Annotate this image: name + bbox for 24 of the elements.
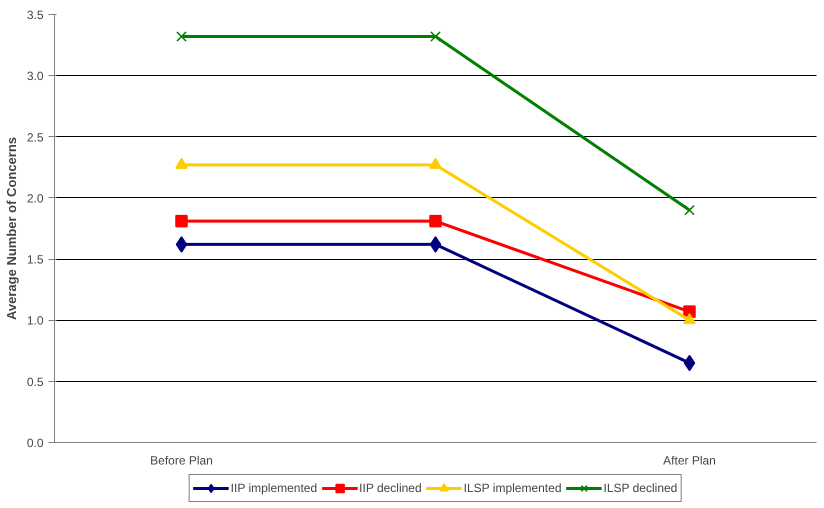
y-tick-label: 2.0 [26,191,44,206]
x-tick-label: Before Plan [150,454,213,468]
point [430,236,442,253]
point [683,313,696,324]
y-tick-label: 0.0 [26,436,44,450]
point [430,31,441,42]
legend-label: ILSP declined [604,481,678,495]
point [684,354,696,372]
y-tick-label: 2.5 [26,130,44,144]
y-tick-label: 1.0 [26,314,44,328]
legend-label: IIP declined [359,481,422,495]
point [176,236,188,253]
x-tick-label: After Plan [663,454,716,468]
legend-label: ILSP implemented [464,481,562,495]
y-tick-label: 3.5 [26,8,44,22]
point [429,214,442,228]
legend-label: IIP implemented [230,481,318,495]
y-tick-label: 3.0 [26,69,44,84]
point [176,31,187,42]
point [175,214,188,228]
point [684,204,695,216]
y-tick-label: 1.5 [26,252,44,267]
y-axis-title: Average Number of Concerns [4,136,19,320]
y-tick-label: 0.5 [26,374,44,389]
